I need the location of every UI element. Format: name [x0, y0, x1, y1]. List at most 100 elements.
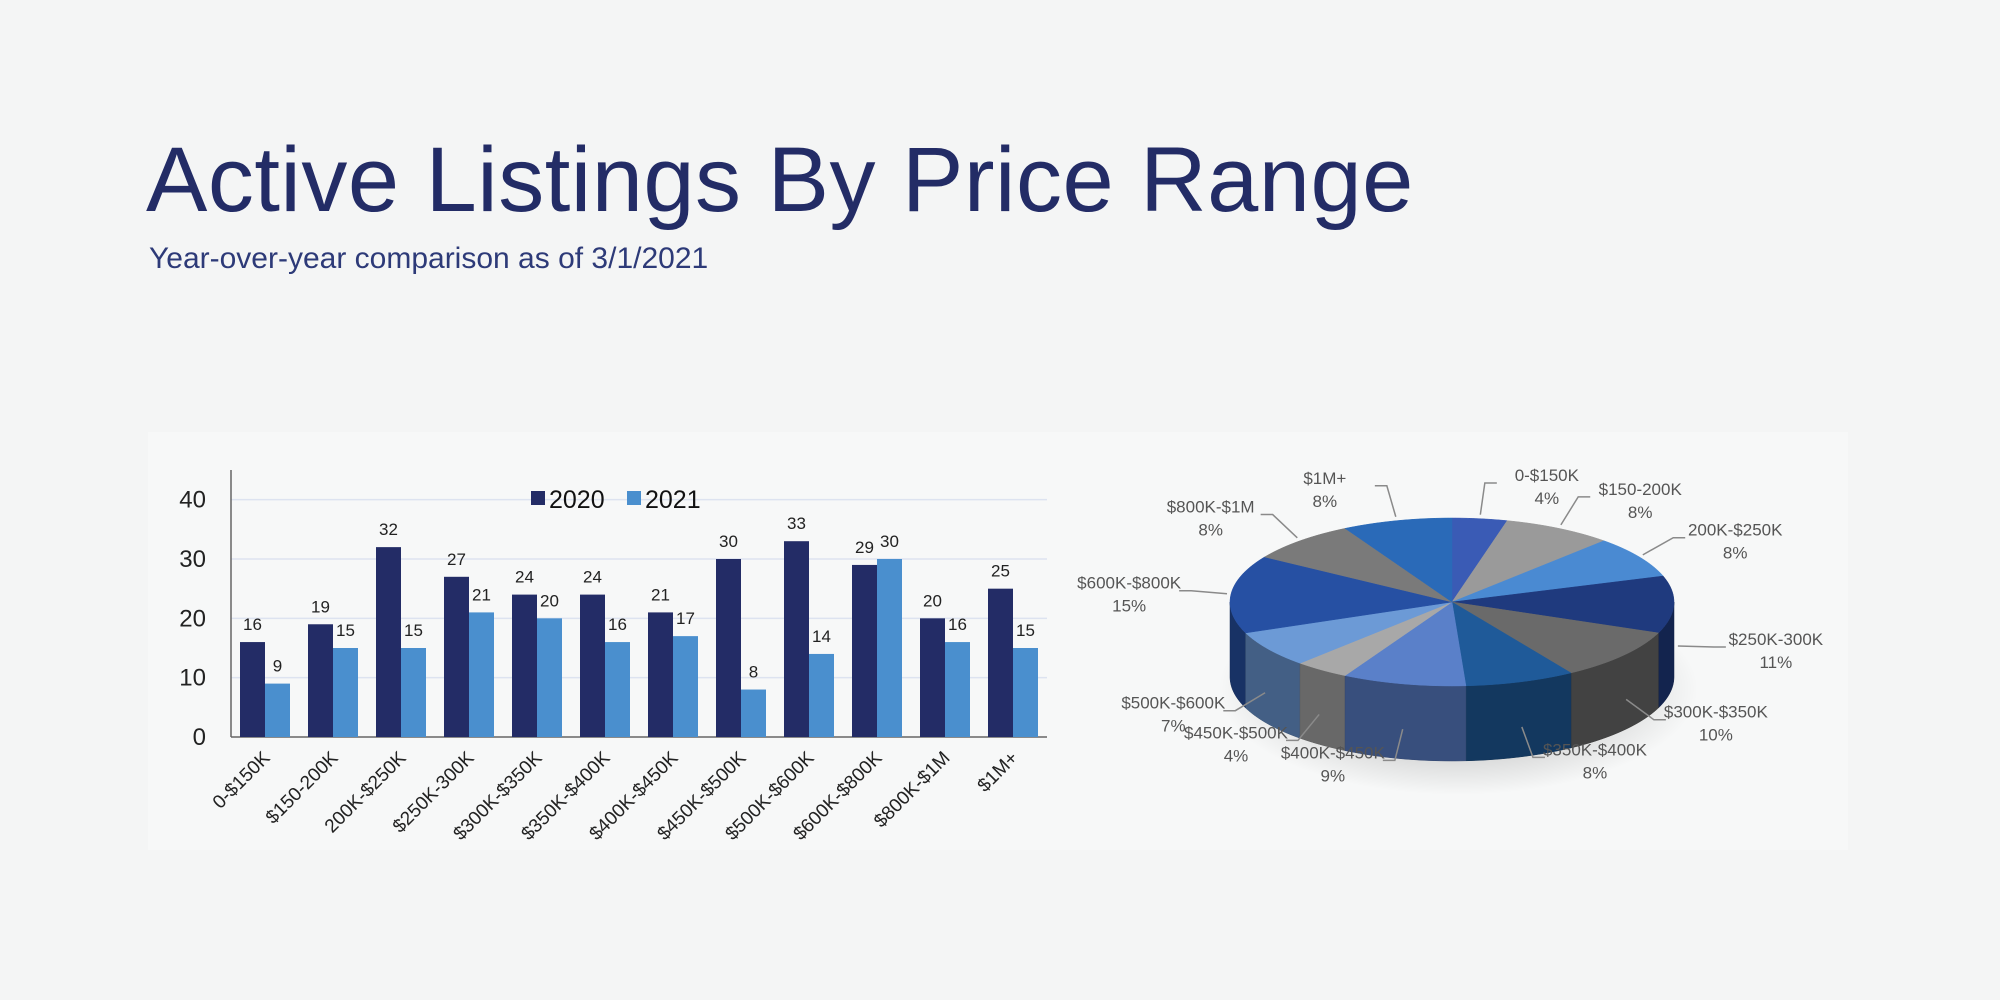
pie-category-label: $450K-$500K: [1184, 723, 1289, 742]
bar-value-label: 20: [540, 591, 559, 610]
page-title: Active Listings By Price Range: [146, 129, 1414, 231]
bar-value-label: 30: [719, 532, 738, 551]
bar-value-label: 15: [404, 621, 423, 640]
bar-2020: [240, 642, 265, 737]
bar-value-label: 30: [880, 532, 899, 551]
bar-2020: [648, 612, 673, 737]
pie-percent-label: 8%: [1313, 492, 1338, 511]
bar-2020: [852, 564, 877, 737]
pie-leader-line: [1286, 713, 1320, 742]
bar-value-label: 21: [472, 585, 491, 604]
bar-2020: [376, 547, 401, 737]
pie-slice: [1451, 601, 1659, 674]
bar-2020: [784, 541, 809, 737]
pie-category-label: 0-$150K: [1515, 466, 1580, 485]
pie-percent-label: 11%: [1759, 653, 1792, 672]
pie-percent-label: 8%: [1583, 763, 1608, 782]
pie-leader-line: [1521, 726, 1545, 759]
bar-2020: [512, 594, 537, 737]
pie-category-label: $600K-$800K: [1077, 574, 1182, 593]
bar-2021: [265, 683, 290, 737]
bar-value-label: 33: [787, 514, 806, 533]
pie-percent-label: 4%: [1535, 489, 1560, 508]
bar-value-label: 27: [447, 550, 466, 569]
bar-value-label: 17: [676, 609, 695, 628]
pie-category-label: $400K-$450K: [1281, 743, 1386, 762]
pie-percent-label: 8%: [1198, 521, 1223, 540]
bar-value-label: 29: [855, 538, 874, 557]
pie-slice: [1344, 601, 1467, 687]
pie-percent-label: 8%: [1628, 503, 1653, 522]
bar-value-label: 15: [336, 621, 355, 640]
bar-value-label: 16: [243, 615, 262, 634]
pie-slice: [1451, 575, 1675, 634]
bar-2020: [308, 624, 333, 737]
legend-swatch: [531, 491, 545, 505]
pie-percent-label: 9%: [1321, 766, 1346, 785]
bar-value-label: 19: [311, 597, 330, 616]
pie-leader-line: [1374, 485, 1397, 517]
bar-value-label: 32: [379, 520, 398, 539]
bar-chart: 0102030401690-$150K1915$150-200K3215200K…: [179, 470, 1047, 845]
bar-2020: [580, 594, 605, 737]
legend-swatch: [627, 491, 641, 505]
bar-2021: [605, 642, 630, 737]
y-tick-label: 40: [179, 487, 206, 514]
bar-2021: [673, 636, 698, 737]
y-tick-label: 20: [179, 605, 206, 632]
pie-category-label: $250K-300K: [1729, 630, 1824, 649]
bar-value-label: 20: [923, 591, 942, 610]
bar-2021: [469, 612, 494, 737]
pie-slice: [1451, 540, 1664, 603]
bar-value-label: 21: [651, 585, 670, 604]
pie-percent-label: 8%: [1723, 544, 1748, 563]
bar-2021: [537, 618, 562, 737]
bar-2021: [809, 653, 834, 737]
pie-leader-line: [1625, 698, 1666, 721]
x-tick-label: $1M+: [974, 748, 1023, 797]
bar-value-label: 24: [515, 568, 534, 587]
pie-percent-label: 7%: [1161, 717, 1186, 736]
pie-leader-line: [1179, 589, 1228, 595]
bar-value-label: 9: [273, 657, 282, 676]
pie-category-label: $300K-$350K: [1664, 703, 1769, 722]
pie-category-label: $800K-$1M: [1167, 498, 1255, 517]
pie-percent-label: 15%: [1112, 597, 1146, 616]
bar-value-label: 8: [749, 663, 758, 682]
pie-slice: [1245, 601, 1453, 664]
pie-slice: [1263, 528, 1453, 603]
bar-value-label: 15: [1016, 621, 1035, 640]
pie-slice: [1229, 556, 1453, 634]
pie-category-label: $150-200K: [1599, 480, 1683, 499]
bar-2021: [877, 559, 902, 737]
pie-category-label: $350K-$400K: [1543, 740, 1648, 759]
pie-leader-line: [1677, 645, 1726, 648]
bar-2021: [333, 648, 358, 737]
pie-category-label: $500K-$600K: [1121, 694, 1226, 713]
pie-slice: [1451, 517, 1508, 603]
bar-value-label: 16: [608, 615, 627, 634]
pie-percent-label: 10%: [1699, 726, 1733, 745]
bar-value-label: 25: [991, 562, 1010, 581]
legend-label: 2021: [645, 486, 701, 514]
bar-2021: [401, 648, 426, 737]
pie-chart: 0-$150K 4% $150-200K 8% 200K-$250K 8% $250K-30…: [1077, 466, 1824, 795]
y-tick-label: 30: [179, 546, 206, 573]
pie-percent-label: 4%: [1224, 746, 1249, 765]
pie-slice: [1344, 517, 1453, 603]
legend-label: 2020: [549, 486, 605, 514]
pie-slice: [1299, 601, 1453, 676]
pie-slice: [1451, 601, 1572, 687]
bar-value-label: 16: [948, 615, 967, 634]
pie-leader-line: [1223, 692, 1266, 712]
x-tick-label: 0-$150K: [209, 747, 275, 813]
pie-category-label: $1M+: [1303, 469, 1346, 488]
pie-slice-side: [1299, 662, 1346, 751]
pie-leader-line: [1260, 513, 1298, 539]
bar-2020: [920, 618, 945, 737]
pie-leader-line: [1382, 728, 1404, 762]
bar-value-label: 14: [812, 627, 831, 646]
pie-leader-line: [1642, 536, 1686, 556]
bar-2020: [988, 588, 1013, 737]
